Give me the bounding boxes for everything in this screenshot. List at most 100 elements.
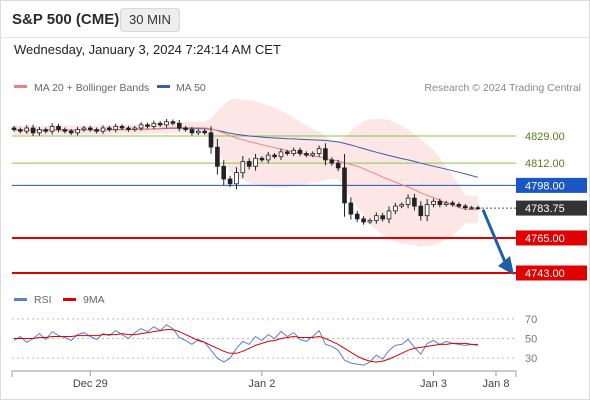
ma20-line [13,127,479,211]
forecast-arrow [481,209,514,275]
candle-body [462,205,468,209]
candle-body [151,122,157,127]
candle-body [221,165,227,180]
candle-body [132,127,138,131]
candle-body [56,126,61,131]
candle-body [424,204,430,217]
interval-button[interactable]: 30 MIN [120,8,180,32]
rsi-line [13,324,479,366]
candles [11,118,481,225]
price-label-4798-00: 4798.00 [525,180,565,192]
rsi-ma9-line [14,329,478,363]
rsi-tick-label: 50 [525,334,537,346]
price-label-box [516,177,587,193]
candle-body [265,154,271,161]
candle-body [88,127,93,131]
candle-body [202,130,208,134]
candle-body [94,129,99,132]
candle-body [450,202,455,205]
x-axis: Dec 29 Jan 2 Jan 3 Jan 8 [73,371,510,390]
price-labels: 4829.00 4812.00 4798.00 4783.75 4765.00 4743.… [516,131,587,281]
candle-body [380,215,385,220]
price-label-4743-00: 4743.00 [525,268,565,280]
legend-label-rsi: RSI [34,294,52,306]
legend-swatch-rsi [14,298,27,301]
instrument-title: S&P 500 (CME) [12,11,120,28]
candle-body [399,204,404,207]
candle-body [373,215,379,221]
price-label-box [516,200,587,216]
candle-body [37,129,42,134]
candle-body [348,202,354,215]
candle-body [215,146,220,167]
price-label-4829-00: 4829.00 [525,131,565,143]
candle-body [284,151,290,154]
x-tick-label: Jan 8 [483,378,510,390]
candle-body [107,127,112,131]
legend-label-ma50: MA 50 [176,82,206,94]
candle-body [119,126,125,129]
candle-body [291,149,296,154]
candle-body [138,124,144,129]
price-label-box [516,230,587,246]
moving-averages [13,127,479,211]
candle-body [195,130,201,134]
legend-swatch-ma50 [157,85,170,88]
x-tick-label: Jan 2 [248,378,275,390]
candle-body [310,153,315,156]
candle-body [272,154,277,158]
candle-body [17,129,23,132]
candle-body [100,127,106,132]
candle-body [475,207,481,210]
candle-body [189,129,195,134]
bollinger-band [14,98,478,247]
candle-body [81,127,87,131]
price-label-4812-00: 4812.00 [525,158,565,170]
chart-header: S&P 500 (CME) 30 MIN [1,1,589,38]
candle-body [437,200,443,205]
candle-body [183,127,188,131]
candle-body [145,124,150,127]
candle-body [164,121,169,126]
forecast-arrow-shaft [481,209,507,263]
x-tick-label: Jan 3 [420,378,447,390]
legend-label-ma20: MA 20 + Bollinger Bands [34,82,149,94]
candle-body [246,161,252,167]
rsi-tick-label: 30 [525,353,537,365]
candle-body [208,132,214,148]
candle-body [170,121,176,124]
candle-body [43,129,49,132]
price-label-4765-00: 4765.00 [525,233,565,245]
candle-body [316,148,322,154]
candle-body [49,126,55,132]
candle-body [354,213,360,220]
candle-body [113,126,119,131]
legend: MA 20 + Bollinger Bands MA 50 [14,82,206,94]
candle-body [227,178,233,185]
x-tick-label: Dec 29 [73,378,108,390]
price-levels [12,135,516,274]
candle-body [30,127,36,134]
candle-body [386,210,392,220]
candle-body [323,148,328,161]
candle-body [126,127,131,131]
candle-body [418,205,424,217]
timestamp: Wednesday, January 3, 2024 7:24:14 AM CE… [14,42,281,57]
candle-body [405,197,411,205]
candle-body [361,218,366,223]
candle-body [240,161,246,174]
candle-body [176,122,182,129]
candle-body [278,151,284,158]
legend-label-9ma: 9MA [83,294,105,306]
rsi-legend: RSI 9MA [14,294,105,306]
candle-body [68,130,74,134]
forecast-arrow-head [498,256,514,275]
price-label-4783-75: 4783.75 [525,203,565,215]
candle-body [253,157,258,167]
candle-body [342,167,347,204]
candle-body [335,162,341,169]
candle-body [234,172,239,185]
price-label-box [516,265,587,281]
